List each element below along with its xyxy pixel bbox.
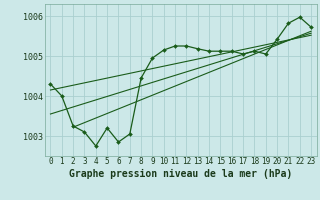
X-axis label: Graphe pression niveau de la mer (hPa): Graphe pression niveau de la mer (hPa) [69,169,292,179]
